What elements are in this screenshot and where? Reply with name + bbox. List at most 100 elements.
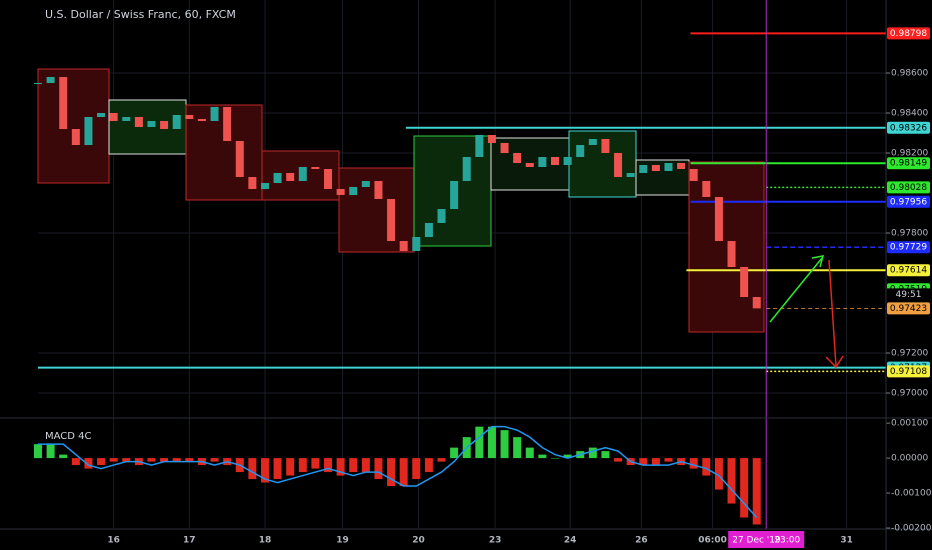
cursor-time: 23:00	[774, 536, 800, 546]
candle	[576, 145, 585, 157]
macd-bar	[740, 458, 749, 518]
price-label: 0.97108	[890, 367, 927, 377]
candle	[614, 153, 623, 177]
macd-bar	[71, 458, 80, 466]
macd-bar	[588, 447, 597, 459]
candle	[109, 113, 118, 121]
candle	[387, 199, 396, 241]
candle	[550, 157, 559, 165]
macd-bar	[248, 458, 257, 480]
macd-bar	[361, 458, 370, 473]
x-tick-label: 23	[489, 536, 502, 546]
macd-bar	[46, 444, 55, 459]
price-label-bg	[887, 157, 930, 170]
candle	[248, 177, 257, 189]
macd-bar	[714, 458, 723, 490]
price-label: 0.97729	[890, 243, 927, 253]
macd-tick-label: -0.00200	[891, 524, 932, 534]
y-tick-label: 0.97800	[891, 229, 928, 239]
arrows	[769, 255, 844, 369]
candle	[311, 167, 320, 169]
macd-panel	[34, 422, 890, 529]
macd-bar	[185, 458, 194, 462]
candle	[702, 181, 711, 197]
macd-bar	[336, 458, 345, 476]
candle	[740, 267, 749, 297]
down-arrow	[828, 259, 837, 367]
macd-bar	[689, 458, 698, 469]
candle	[361, 181, 370, 187]
price-label-bg	[887, 121, 930, 134]
x-tick-label: 20	[412, 536, 425, 546]
chart-title: U.S. Dollar / Swiss Franc, 60, FXCM	[45, 8, 236, 21]
candle	[651, 165, 660, 171]
candle	[639, 165, 648, 173]
macd-bar	[513, 437, 522, 459]
candle	[437, 209, 446, 223]
x-tick-label: 19	[336, 536, 349, 546]
candle	[147, 121, 156, 127]
candle	[223, 107, 232, 141]
macd-bar	[664, 458, 673, 462]
macd-bar	[639, 458, 648, 466]
candle	[450, 181, 459, 209]
x-tick-label: 24	[564, 536, 577, 546]
macd-bar	[147, 458, 156, 462]
macd-bar	[210, 458, 219, 462]
macd-tick-label: 0.00100	[891, 419, 928, 429]
candle	[185, 115, 194, 119]
candle	[235, 141, 244, 177]
candle	[475, 135, 484, 157]
y-tick-label: 0.98400	[891, 109, 928, 119]
macd-bar	[651, 458, 660, 466]
price-label: 0.97614	[890, 266, 927, 276]
candle	[172, 115, 181, 129]
candle	[160, 121, 169, 129]
macd-bar	[399, 458, 408, 487]
range-box	[37, 68, 110, 184]
candles	[34, 77, 761, 309]
candle	[84, 117, 93, 145]
levels	[38, 0, 886, 529]
macd-bar	[752, 458, 761, 525]
macd-bar	[437, 458, 446, 462]
price-label-bg	[887, 27, 930, 40]
macd-bar	[84, 458, 93, 469]
candle	[727, 241, 736, 267]
candle	[46, 77, 55, 83]
candle	[487, 135, 496, 143]
candle	[752, 297, 761, 309]
macd-bar	[374, 458, 383, 480]
macd-bar	[500, 430, 509, 459]
price-label-bg	[887, 302, 930, 315]
macd-bar	[387, 458, 396, 487]
cursor-date: 27 Dec '19	[732, 536, 781, 546]
candle	[525, 163, 534, 167]
macd-bar	[487, 426, 496, 459]
candle	[134, 117, 143, 127]
macd-bar	[286, 458, 295, 476]
candle	[349, 187, 358, 195]
price-label-bg	[887, 195, 930, 208]
macd-bar	[424, 458, 433, 473]
price-label-bg	[887, 241, 930, 254]
candle	[500, 143, 509, 153]
y-tick-label: 0.97000	[891, 389, 928, 399]
candle	[601, 139, 610, 153]
price-label-bg	[887, 365, 930, 378]
candle	[689, 169, 698, 181]
macd-tick-label: -0.00100	[891, 489, 932, 499]
candle	[664, 163, 673, 171]
macd-bar	[614, 458, 623, 462]
macd-bar	[702, 458, 711, 476]
y-tick-label: 0.97200	[891, 349, 928, 359]
macd-bar	[550, 458, 559, 459]
candle	[412, 237, 421, 251]
candle	[462, 157, 471, 181]
macd-bar	[109, 458, 118, 462]
candle	[273, 173, 282, 183]
macd-signal	[38, 425, 758, 519]
candle	[336, 189, 345, 195]
